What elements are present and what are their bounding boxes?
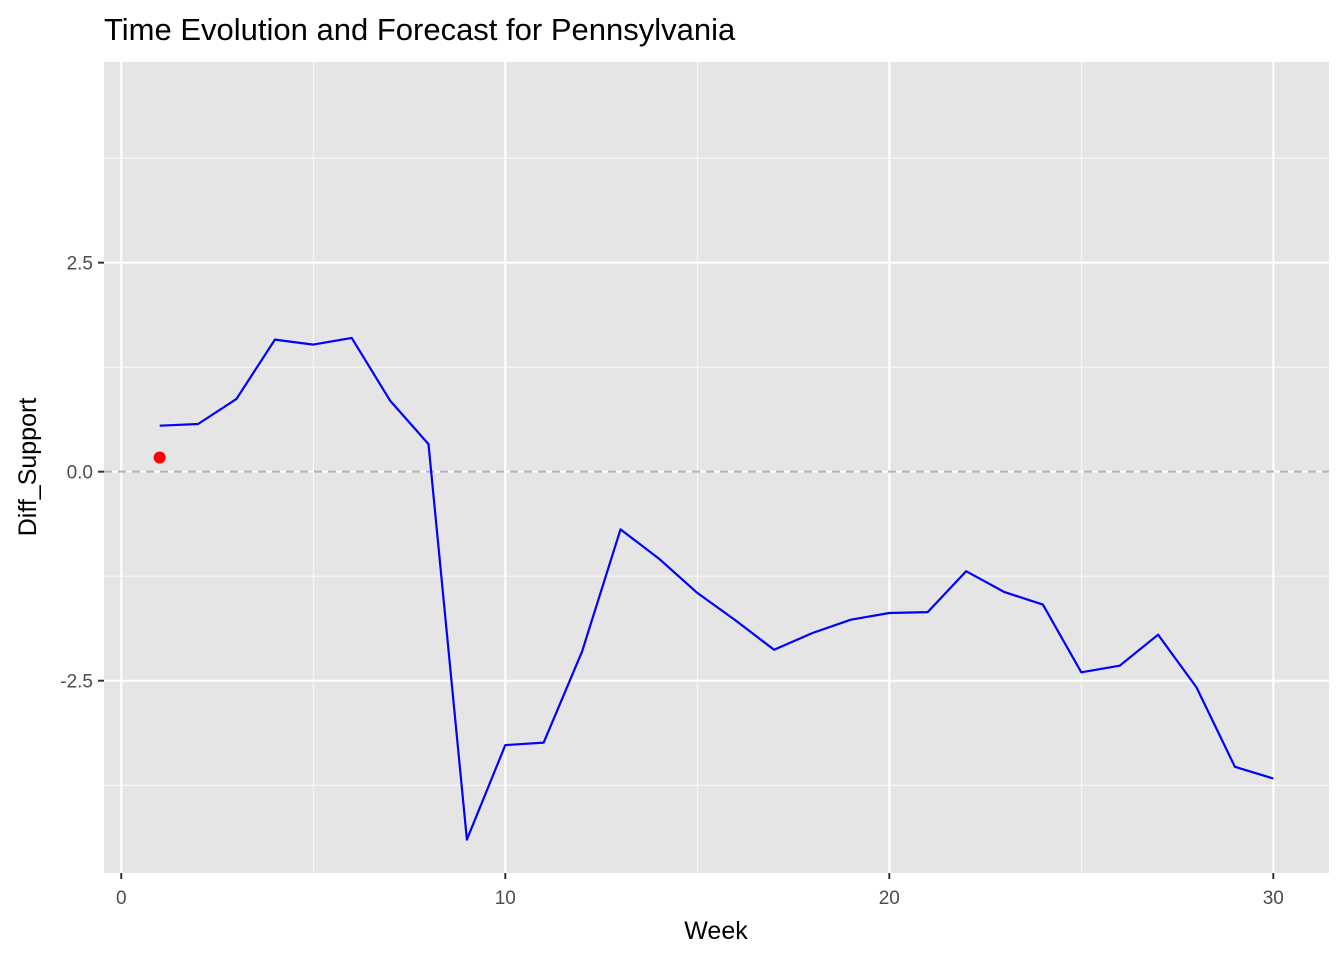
x-axis: 0 10 20 30 bbox=[116, 873, 1284, 909]
series-line bbox=[159, 336, 1274, 841]
x-tick-label: 10 bbox=[495, 888, 516, 909]
major-gridlines bbox=[104, 62, 1329, 873]
y-axis: -2.5 0.0 2.5 bbox=[60, 254, 104, 693]
points-layer bbox=[153, 451, 166, 464]
y-axis-title: Diff_Support bbox=[14, 398, 42, 537]
minor-gridlines bbox=[104, 62, 1329, 873]
x-tick-label: 20 bbox=[879, 888, 900, 909]
x-tick-label: 0 bbox=[116, 888, 127, 909]
y-tick-label: 0.0 bbox=[67, 463, 93, 484]
chart-title: Time Evolution and Forecast for Pennsylv… bbox=[104, 12, 736, 47]
y-tick-label: -2.5 bbox=[60, 672, 93, 693]
x-tick-label: 30 bbox=[1263, 888, 1284, 909]
data-point bbox=[153, 451, 166, 464]
x-axis-title: Week bbox=[684, 917, 748, 945]
y-tick-label: 2.5 bbox=[67, 254, 93, 275]
plot-panel bbox=[104, 62, 1329, 873]
